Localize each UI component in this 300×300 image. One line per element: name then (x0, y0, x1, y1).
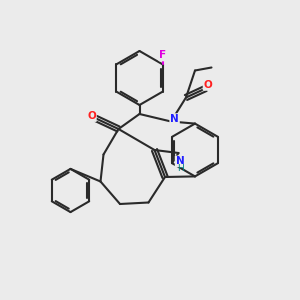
Text: N: N (170, 114, 179, 124)
Text: F: F (159, 50, 167, 61)
Text: N: N (176, 156, 184, 167)
Text: O: O (87, 111, 96, 121)
Text: O: O (203, 80, 212, 90)
Text: H: H (177, 164, 183, 173)
